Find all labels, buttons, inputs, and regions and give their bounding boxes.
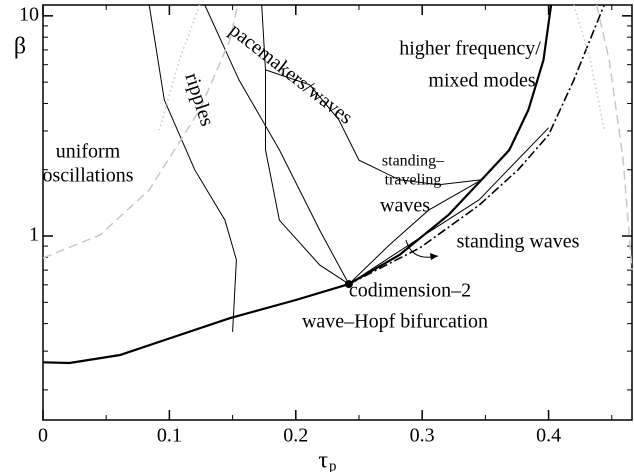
- curve: [348, 127, 549, 285]
- annotation: traveling: [385, 172, 442, 189]
- y-tick-label: 1: [29, 224, 39, 246]
- curve: [595, 4, 633, 271]
- codimension-point: [344, 280, 353, 289]
- curve: [204, 4, 350, 285]
- plot-frame: [42, 4, 633, 421]
- x-tick-label: 0.1: [157, 425, 182, 447]
- annotation: wave–Hopf bifurcation: [302, 311, 488, 333]
- arrow-head: [430, 253, 438, 260]
- annotation: pacemakers/waves: [225, 19, 357, 129]
- curve: [42, 4, 553, 365]
- y-tick-label: 10: [19, 3, 39, 25]
- curve: [573, 4, 605, 131]
- annotation: uniform: [56, 141, 121, 163]
- curve: [348, 4, 605, 285]
- y-axis-label: β: [14, 34, 26, 60]
- annotation: waves: [380, 195, 430, 217]
- x-axis-label: τ: [318, 448, 328, 472]
- x-tick-label: 0.2: [283, 425, 308, 447]
- x-tick-label: 0.3: [410, 425, 435, 447]
- x-axis-label-sub: p: [329, 458, 337, 472]
- curve: [348, 179, 482, 285]
- x-tick-label: 0.4: [536, 425, 561, 447]
- curve: [148, 4, 237, 332]
- curve: [42, 4, 239, 259]
- annotation: codimension–2: [349, 280, 471, 302]
- curve: [261, 4, 350, 285]
- annotation: oscillations: [42, 165, 133, 187]
- annotation: standing waves: [457, 231, 580, 253]
- annotation: mixed modes: [428, 70, 535, 92]
- annotation: standing–: [382, 153, 445, 170]
- curve: [158, 4, 201, 131]
- annotation: higher frequency/: [399, 38, 541, 60]
- curve: [265, 69, 482, 186]
- x-tick-label: 0: [38, 425, 48, 447]
